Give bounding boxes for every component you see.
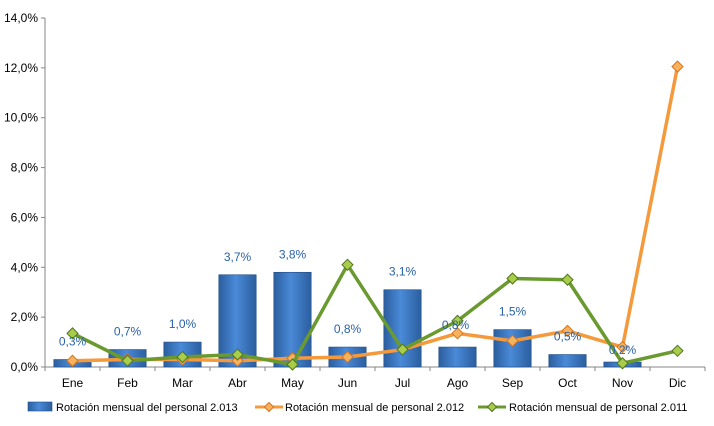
legend-swatch-marker-2 — [486, 401, 498, 413]
y-tick-label: 0,0% — [11, 360, 39, 374]
marker-series-2-may — [286, 358, 299, 371]
y-tick-label: 12,0% — [4, 61, 38, 75]
bar-data-label-may: 3,8% — [279, 247, 307, 261]
y-tick-label: 8,0% — [11, 161, 39, 175]
marker-series-1-abr — [231, 354, 244, 367]
x-tick-label-oct: Oct — [558, 376, 577, 390]
bar-data-label-abr: 3,7% — [224, 250, 252, 264]
marker-series-2-oct — [561, 273, 574, 286]
x-tick-label-dic: Dic — [669, 376, 686, 390]
marker-series-2-dic — [671, 344, 684, 358]
x-tick-label-ago: Ago — [447, 376, 469, 390]
legend-label-0: Rotación mensual del personal 2.013 — [56, 402, 238, 414]
marker-series-1-nov — [616, 340, 629, 354]
legend-label-2: Rotación mensual de personal 2.011 — [509, 402, 687, 414]
y-tick-label: 6,0% — [11, 210, 39, 224]
bar-2013-may — [273, 271, 312, 368]
x-tick-label-nov: Nov — [612, 376, 633, 390]
marker-series-2-sep — [506, 272, 519, 285]
bar-data-label-oct: 0,5% — [554, 330, 582, 344]
legend-swatch-2013 — [27, 401, 53, 412]
y-tick-label: 10,0% — [4, 111, 38, 125]
bar-data-label-ago: 0,8% — [442, 318, 470, 332]
bar-2013-ago — [438, 346, 477, 368]
marker-series-1-oct — [561, 324, 574, 338]
x-tick-label-abr: Abr — [228, 376, 247, 390]
marker-series-1-sep — [506, 334, 519, 348]
bar-data-label-jun: 0,8% — [334, 322, 362, 336]
marker-series-2-jul — [396, 343, 409, 356]
x-tick-label-ene: Ene — [62, 376, 84, 390]
bar-data-label-ene: 0,3% — [59, 335, 87, 349]
y-tick-label: 2,0% — [11, 310, 39, 324]
bar-data-label-jul: 3,1% — [389, 265, 417, 279]
y-tick-label: 4,0% — [11, 260, 39, 274]
marker-series-2-mar — [176, 350, 189, 364]
marker-series-2-jun — [341, 258, 354, 271]
marker-series-1-dic — [671, 60, 684, 73]
x-tick-label-feb: Feb — [117, 376, 138, 390]
y-tick-label: 14,0% — [4, 11, 38, 25]
x-tick-label-sep: Sep — [502, 376, 524, 390]
marker-series-2-feb — [121, 354, 134, 367]
marker-series-2-nov — [616, 357, 629, 370]
x-tick-label-may: May — [281, 376, 304, 390]
bar-data-label-sep: 1,5% — [499, 305, 527, 319]
legend-swatch-marker-1 — [263, 401, 275, 413]
marker-series-2-ene — [66, 327, 79, 340]
legend-label-1: Rotación mensual de personal 2.012 — [285, 402, 464, 414]
marker-series-1-jun — [341, 350, 354, 364]
marker-series-1-ene — [66, 354, 79, 367]
bar-2013-oct — [548, 354, 587, 368]
bar-data-label-nov: 0,2% — [609, 343, 637, 357]
marker-series-1-ago — [451, 327, 464, 340]
marker-series-2-abr — [231, 348, 244, 361]
bar-data-label-mar: 1,0% — [169, 317, 197, 331]
bar-data-label-feb: 0,7% — [114, 325, 142, 339]
x-tick-label-mar: Mar — [172, 376, 193, 390]
x-tick-label-jun: Jun — [338, 376, 357, 390]
x-tick-label-jul: Jul — [395, 376, 410, 390]
marker-series-2-ago — [451, 314, 464, 328]
line-series-1 — [72, 66, 680, 363]
line-series-2 — [71, 263, 678, 367]
